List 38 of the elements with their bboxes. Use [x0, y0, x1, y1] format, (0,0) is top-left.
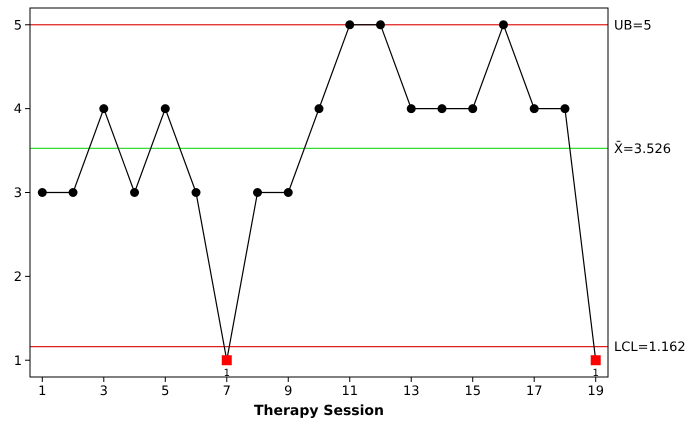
ref-line-label: UB=5: [614, 18, 652, 34]
x-tick-label: 3: [100, 384, 108, 399]
point: [68, 188, 78, 197]
x-tick-label: 13: [402, 384, 420, 399]
x-tick-label: 19: [587, 384, 604, 399]
point: [192, 188, 201, 197]
point: [560, 104, 570, 114]
ref-line-label: X̄=3.526: [614, 140, 672, 157]
x-tick-label: 5: [161, 384, 170, 399]
point: [160, 104, 170, 114]
y-tick-label: 5: [14, 18, 22, 34]
x-tick-label: 17: [526, 384, 542, 399]
point: [130, 188, 140, 197]
point: [314, 104, 324, 114]
point: [99, 104, 108, 114]
x-tick-label: 15: [464, 384, 481, 399]
x-tick-label: 7: [222, 384, 231, 399]
point: [376, 20, 385, 30]
point: [468, 104, 478, 114]
point: [498, 20, 508, 30]
x-tick-label: 1: [38, 384, 46, 399]
x-tick-label: 11: [341, 384, 358, 399]
y-tick-label: 3: [14, 186, 22, 202]
point: [284, 188, 293, 197]
point: [38, 188, 47, 197]
point: [437, 104, 446, 114]
point: [345, 20, 354, 30]
x-axis-title: Therapy Session: [254, 403, 384, 419]
annotation: 1: [224, 368, 230, 380]
y-tick-label: 4: [14, 102, 22, 118]
point: [530, 104, 539, 114]
ref-line-label: LCL=1.162: [614, 340, 686, 356]
y-tick-label: 1: [14, 354, 22, 369]
x-tick-label: 9: [284, 384, 292, 399]
point: [253, 188, 262, 197]
annotation: 1: [592, 368, 599, 380]
y-tick-label: 2: [14, 270, 22, 285]
point: [406, 104, 416, 114]
